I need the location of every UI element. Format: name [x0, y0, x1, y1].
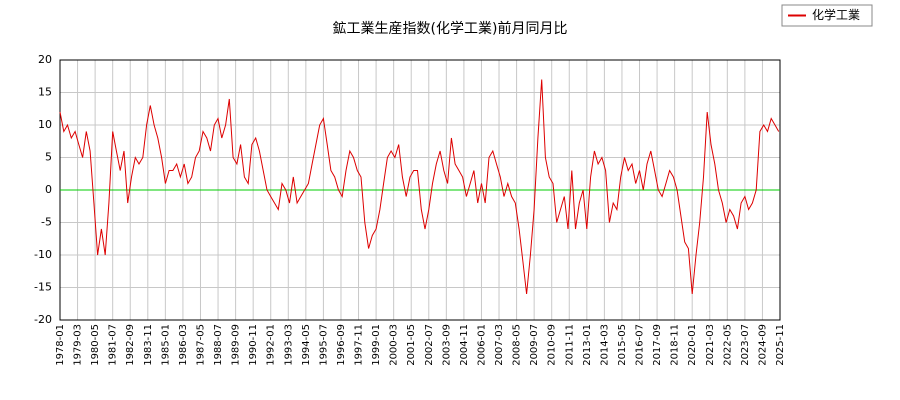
- x-tick-label: 1980-05: [90, 324, 101, 366]
- x-tick-label: 1982-09: [125, 324, 136, 366]
- y-tick-label: 10: [38, 118, 52, 131]
- x-tick-label: 2024-09: [757, 324, 768, 366]
- x-tick-label: 2021-03: [705, 324, 716, 366]
- x-tick-label: 2009-07: [529, 324, 540, 366]
- x-tick-label: 2025-11: [775, 324, 786, 366]
- x-tick-label: 1983-11: [143, 324, 154, 366]
- legend-label: 化学工業: [812, 7, 860, 22]
- y-tick-label: 20: [38, 53, 52, 66]
- x-tick-label: 1978-01: [55, 324, 66, 366]
- x-tick-label: 2015-05: [617, 324, 628, 366]
- x-tick-label: 1986-03: [178, 324, 189, 366]
- x-tick-label: 2014-03: [599, 324, 610, 366]
- y-tick-label: -20: [34, 313, 52, 326]
- x-tick-label: 2017-09: [652, 324, 663, 366]
- x-tick-label: 1999-01: [371, 324, 382, 366]
- y-tick-label: 0: [45, 183, 52, 196]
- x-tick-label: 2016-07: [635, 324, 646, 366]
- x-tick-label: 2023-07: [740, 324, 751, 366]
- x-tick-label: 1987-05: [195, 324, 206, 366]
- y-tick-label: 15: [38, 86, 52, 99]
- x-tick-label: 1996-09: [336, 324, 347, 366]
- x-tick-label: 2001-05: [406, 324, 417, 366]
- x-tick-label: 2007-03: [494, 324, 505, 366]
- y-tick-label: 5: [45, 151, 52, 164]
- x-tick-label: 1985-01: [160, 324, 171, 366]
- x-tick-label: 1993-03: [283, 324, 294, 366]
- x-tick-label: 1994-05: [301, 324, 312, 366]
- y-tick-label: -15: [34, 281, 52, 294]
- x-tick-label: 2000-03: [389, 324, 400, 366]
- x-tick-label: 1992-01: [266, 324, 277, 366]
- x-tick-label: 2008-05: [512, 324, 523, 366]
- chart-title: 鉱工業生産指数(化学工業)前月同月比: [333, 20, 568, 37]
- x-tick-label: 2022-05: [722, 324, 733, 366]
- legend: 化学工業: [781, 4, 873, 27]
- y-tick-label: -10: [34, 248, 52, 261]
- x-tick-label: 2003-09: [441, 324, 452, 366]
- series-line: [59, 79, 780, 295]
- y-tick-label: -5: [41, 216, 52, 229]
- x-tick-label: 1988-07: [213, 324, 224, 366]
- legend-box: [781, 4, 873, 27]
- x-tick-label: 2018-11: [670, 324, 681, 366]
- x-tick-label: 2002-07: [424, 324, 435, 366]
- x-tick-label: 2010-09: [547, 324, 558, 366]
- x-tick-label: 1981-07: [108, 324, 119, 366]
- x-tick-label: 1990-11: [248, 324, 259, 366]
- x-tick-label: 2013-01: [582, 324, 593, 366]
- x-tick-label: 1995-07: [318, 324, 329, 366]
- x-tick-label: 2020-01: [687, 324, 698, 366]
- x-tick-label: 1997-11: [354, 324, 365, 366]
- x-tick-label: 2006-01: [476, 324, 487, 366]
- x-tick-label: 2011-11: [564, 324, 575, 366]
- x-tick-label: 2004-11: [459, 324, 470, 366]
- x-tick-label: 1989-09: [231, 324, 242, 366]
- x-tick-label: 1979-03: [73, 324, 84, 366]
